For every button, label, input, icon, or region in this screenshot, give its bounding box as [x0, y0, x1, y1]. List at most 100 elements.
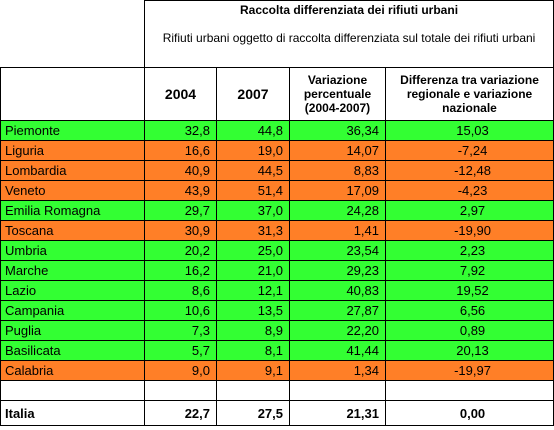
spacer-cell — [144, 380, 217, 401]
cell-differenza: -7,24 — [384, 140, 554, 161]
table-row: Campania 10,6 13,5 27,87 6,56 — [0, 300, 554, 321]
header-variazione: Variazione percentuale (2004-2007) — [289, 67, 386, 121]
cell-variazione: 1,41 — [289, 220, 386, 241]
cell-variazione: 22,20 — [289, 320, 386, 341]
total-cell-variazione: 21,31 — [289, 400, 386, 426]
cell-2004: 10,6 — [144, 300, 217, 321]
table-subtitle: Rifiuti urbani oggetto di raccolta diffe… — [162, 31, 536, 45]
header-region-blank — [0, 67, 145, 121]
spacer-cell — [289, 380, 386, 401]
cell-region: Umbria — [0, 240, 145, 261]
cell-region: Piemonte — [0, 120, 145, 141]
cell-differenza: 15,03 — [384, 120, 554, 141]
cell-2004: 5,7 — [144, 340, 217, 361]
cell-2007: 12,1 — [216, 280, 290, 301]
cell-2004: 20,2 — [144, 240, 217, 261]
cell-2007: 13,5 — [216, 300, 290, 321]
cell-region: Lazio — [0, 280, 145, 301]
cell-2004: 16,6 — [144, 140, 217, 161]
table-row: Lombardia 40,9 44,5 8,83 -12,48 — [0, 160, 554, 181]
table-row: Calabria 9,0 9,1 1,34 -19,97 — [0, 360, 554, 381]
cell-region: Toscana — [0, 220, 145, 241]
cell-variazione: 8,83 — [289, 160, 386, 181]
cell-variazione: 14,07 — [289, 140, 386, 161]
cell-2004: 9,0 — [144, 360, 217, 381]
spacer-cell — [0, 380, 145, 401]
total-cell-2007: 27,5 — [216, 400, 290, 426]
cell-variazione: 1,34 — [289, 360, 386, 381]
table-title: Raccolta differenziata dei rifiuti urban… — [239, 3, 459, 17]
cell-differenza: 2,23 — [384, 240, 554, 261]
cell-2004: 29,7 — [144, 200, 217, 221]
cell-region: Calabria — [0, 360, 145, 381]
title-cell: Raccolta differenziata dei rifiuti urban… — [143, 0, 554, 68]
cell-differenza: 7,92 — [384, 260, 554, 281]
table-row: Emilia Romagna 29,7 37,0 24,28 2,97 — [0, 200, 554, 221]
cell-2007: 9,1 — [216, 360, 290, 381]
cell-2007: 8,1 — [216, 340, 290, 361]
cell-2004: 43,9 — [144, 180, 217, 201]
cell-variazione: 29,23 — [289, 260, 386, 281]
table-row: Umbria 20,2 25,0 23,54 2,23 — [0, 240, 554, 261]
cell-2007: 44,8 — [216, 120, 290, 141]
cell-differenza: -19,90 — [384, 220, 554, 241]
cell-variazione: 27,87 — [289, 300, 386, 321]
cell-differenza: 0,89 — [384, 320, 554, 341]
title-row: Raccolta differenziata dei rifiuti urban… — [0, 0, 554, 68]
table-row: Veneto 43,9 51,4 17,09 -4,23 — [0, 180, 554, 201]
total-row: Italia 22,7 27,5 21,31 0,00 — [0, 400, 554, 426]
cell-2004: 30,9 — [144, 220, 217, 241]
cell-2007: 44,5 — [216, 160, 290, 181]
cell-2007: 8,9 — [216, 320, 290, 341]
column-header-row: 2004 2007 Variazione percentuale (2004-2… — [0, 67, 554, 121]
cell-variazione: 17,09 — [289, 180, 386, 201]
cell-differenza: 2,97 — [384, 200, 554, 221]
corner-blank-cell — [0, 0, 145, 68]
cell-variazione: 24,28 — [289, 200, 386, 221]
total-cell-2004: 22,7 — [144, 400, 217, 426]
spacer-row — [0, 380, 554, 401]
cell-2007: 19,0 — [216, 140, 290, 161]
table-row: Marche 16,2 21,0 29,23 7,92 — [0, 260, 554, 281]
header-2004: 2004 — [144, 67, 217, 121]
cell-2004: 32,8 — [144, 120, 217, 141]
cell-2007: 37,0 — [216, 200, 290, 221]
cell-differenza: -12,48 — [384, 160, 554, 181]
table-row: Puglia 7,3 8,9 22,20 0,89 — [0, 320, 554, 341]
cell-region: Marche — [0, 260, 145, 281]
total-cell-differenza: 0,00 — [384, 400, 554, 426]
cell-differenza: 20,13 — [384, 340, 554, 361]
cell-region: Veneto — [0, 180, 145, 201]
table-row: Basilicata 5,7 8,1 41,44 20,13 — [0, 340, 554, 361]
cell-2004: 7,3 — [144, 320, 217, 341]
cell-differenza: -4,23 — [384, 180, 554, 201]
cell-2007: 21,0 — [216, 260, 290, 281]
cell-2004: 16,2 — [144, 260, 217, 281]
cell-2004: 40,9 — [144, 160, 217, 181]
cell-differenza: 6,56 — [384, 300, 554, 321]
cell-2004: 8,6 — [144, 280, 217, 301]
spacer-cell — [384, 380, 554, 401]
cell-2007: 31,3 — [216, 220, 290, 241]
cell-region: Emilia Romagna — [0, 200, 145, 221]
cell-region: Liguria — [0, 140, 145, 161]
cell-2007: 25,0 — [216, 240, 290, 261]
cell-region: Campania — [0, 300, 145, 321]
cell-region: Basilicata — [0, 340, 145, 361]
table-row: Piemonte 32,8 44,8 36,34 15,03 — [0, 120, 554, 141]
header-differenza: Differenza tra variazione regionale e va… — [384, 67, 554, 121]
cell-2007: 51,4 — [216, 180, 290, 201]
total-cell-region: Italia — [0, 400, 145, 426]
cell-differenza: 19,52 — [384, 280, 554, 301]
cell-variazione: 23,54 — [289, 240, 386, 261]
table-row: Liguria 16,6 19,0 14,07 -7,24 — [0, 140, 554, 161]
table-row: Toscana 30,9 31,3 1,41 -19,90 — [0, 220, 554, 241]
cell-variazione: 41,44 — [289, 340, 386, 361]
cell-differenza: -19,97 — [384, 360, 554, 381]
table-row: Lazio 8,6 12,1 40,83 19,52 — [0, 280, 554, 301]
cell-region: Puglia — [0, 320, 145, 341]
cell-variazione: 40,83 — [289, 280, 386, 301]
cell-region: Lombardia — [0, 160, 145, 181]
header-2007: 2007 — [216, 67, 290, 121]
